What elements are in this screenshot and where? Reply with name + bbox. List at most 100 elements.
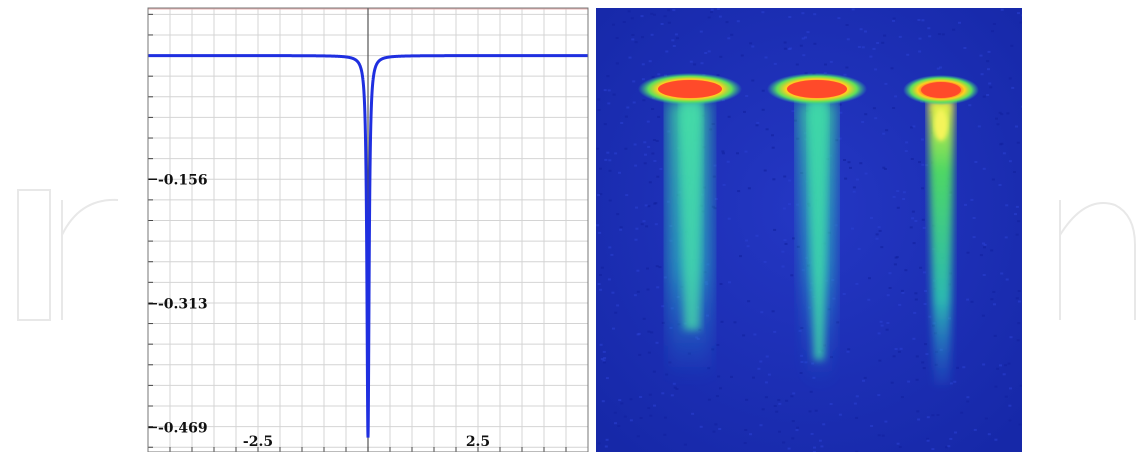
noise-speck [597, 442, 601, 445]
noise-speck [788, 16, 792, 18]
noise-speck [886, 294, 890, 297]
noise-speck [999, 143, 1003, 146]
noise-speck [614, 311, 618, 314]
noise-speck [928, 315, 932, 318]
noise-speck [986, 94, 990, 96]
noise-speck [795, 203, 799, 206]
noise-speck [721, 150, 725, 153]
noise-speck [619, 226, 623, 229]
noise-speck [949, 437, 953, 440]
noise-speck [663, 433, 667, 436]
noise-speck [988, 82, 992, 85]
noise-speck [773, 405, 777, 407]
noise-speck [842, 293, 846, 295]
noise-speck [673, 386, 677, 389]
noise-speck [612, 93, 616, 96]
noise-speck [931, 414, 935, 417]
noise-speck [799, 44, 803, 47]
noise-speck [984, 417, 988, 420]
noise-speck [924, 343, 928, 346]
noise-speck [1004, 236, 1008, 239]
noise-speck [655, 341, 659, 344]
noise-speck [689, 60, 693, 63]
noise-speck [867, 298, 871, 301]
y-tick-label: -0.469 [158, 420, 208, 436]
noise-speck [647, 145, 651, 148]
noise-speck [641, 78, 645, 81]
noise-speck [931, 448, 935, 451]
noise-speck [926, 416, 930, 419]
noise-speck [869, 55, 873, 58]
noise-speck [773, 62, 777, 65]
noise-speck [923, 303, 927, 305]
noise-speck [730, 375, 733, 378]
noise-speck [983, 246, 986, 249]
noise-speck [834, 224, 838, 227]
noise-speck [660, 23, 664, 25]
noise-speck [1016, 339, 1020, 342]
noise-speck [921, 163, 925, 166]
noise-speck [773, 228, 777, 231]
noise-speck [880, 246, 884, 249]
noise-speck [596, 147, 600, 150]
noise-speck [636, 435, 640, 438]
noise-speck [900, 289, 904, 292]
noise-speck [882, 166, 886, 169]
noise-speck [855, 178, 859, 181]
noise-speck [749, 42, 753, 45]
noise-speck [636, 290, 640, 293]
noise-speck [804, 72, 808, 75]
noise-speck [838, 103, 842, 106]
noise-speck [651, 152, 655, 155]
noise-speck [996, 367, 1000, 370]
noise-speck [986, 60, 990, 63]
noise-speck [700, 62, 704, 65]
noise-speck [707, 398, 711, 401]
noise-speck [876, 42, 880, 44]
noise-speck [835, 139, 839, 142]
noise-speck [751, 79, 755, 82]
streak-3 [928, 100, 954, 385]
noise-speck [746, 245, 750, 248]
intensity-image-panel [596, 8, 1022, 452]
noise-speck [924, 290, 927, 292]
streak-1 [668, 100, 712, 380]
noise-speck [1010, 44, 1014, 47]
noise-speck [864, 30, 867, 33]
noise-speck [627, 10, 631, 13]
noise-speck [775, 410, 779, 413]
noise-speck [717, 375, 721, 378]
noise-speck [852, 186, 856, 189]
noise-speck [795, 63, 799, 66]
noise-speck [818, 439, 822, 442]
noise-speck [607, 278, 611, 281]
noise-speck [623, 415, 627, 418]
noise-speck [747, 300, 751, 303]
noise-speck [742, 334, 746, 337]
noise-speck [1009, 336, 1013, 339]
noise-speck [743, 110, 746, 113]
noise-speck [761, 408, 765, 411]
noise-speck [597, 98, 601, 101]
noise-speck [987, 433, 991, 436]
noise-speck [670, 394, 674, 397]
noise-speck [767, 373, 771, 376]
noise-speck [1013, 171, 1016, 173]
noise-speck [898, 303, 902, 306]
noise-speck [727, 115, 731, 118]
noise-speck [635, 206, 638, 209]
noise-speck [710, 11, 713, 14]
x-tick-label: 2.5 [466, 434, 490, 450]
noise-speck [645, 225, 649, 228]
noise-speck [654, 202, 658, 205]
noise-speck [761, 108, 765, 111]
noise-speck [646, 288, 650, 291]
line-chart: -0.156 -0.313 -0.469 -2.5 2.5 [147, 7, 589, 452]
noise-speck [921, 19, 925, 22]
noise-speck [798, 329, 802, 332]
noise-speck [634, 41, 638, 44]
noise-speck [992, 290, 996, 293]
noise-speck [917, 19, 921, 21]
noise-speck [855, 395, 859, 398]
noise-speck [913, 311, 917, 314]
